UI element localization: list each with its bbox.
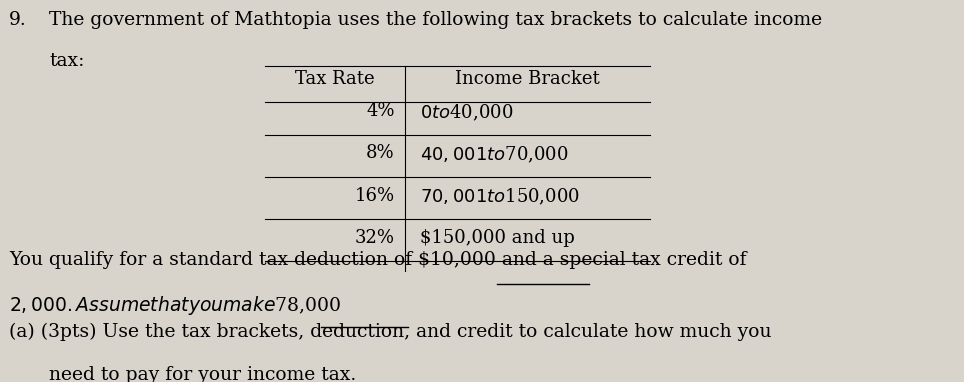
Text: $70,001 to $150,000: $70,001 to $150,000 — [419, 186, 579, 207]
Text: tax:: tax: — [49, 52, 85, 70]
Text: $150,000 and up: $150,000 and up — [419, 228, 575, 247]
Text: (a) (3pts) Use the tax brackets, deduction, and credit to calculate how much you: (a) (3pts) Use the tax brackets, deducti… — [9, 323, 771, 341]
Text: Income Bracket: Income Bracket — [455, 70, 601, 87]
Text: 4%: 4% — [366, 102, 394, 120]
Text: $2,000.  Assume that you make $78,000: $2,000. Assume that you make $78,000 — [9, 294, 341, 317]
Text: 9.: 9. — [9, 11, 27, 29]
Text: 8%: 8% — [366, 144, 394, 162]
Text: need to pay for your income tax.: need to pay for your income tax. — [49, 366, 357, 382]
Text: 32%: 32% — [355, 228, 394, 247]
Text: You qualify for a standard tax deduction of $10,000 and a special tax credit of: You qualify for a standard tax deduction… — [9, 251, 746, 269]
Text: Tax Rate: Tax Rate — [295, 70, 375, 87]
Text: 16%: 16% — [355, 186, 394, 204]
Text: $40,001 to $70,000: $40,001 to $70,000 — [419, 144, 568, 165]
Text: The government of Mathtopia uses the following tax brackets to calculate income: The government of Mathtopia uses the fol… — [49, 11, 822, 29]
Text: $0 to $40,000: $0 to $40,000 — [419, 102, 513, 123]
